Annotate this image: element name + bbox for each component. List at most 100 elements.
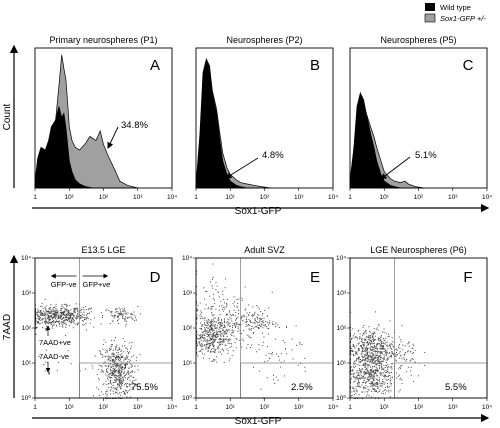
event-dot <box>376 344 378 346</box>
event-dot <box>367 378 369 380</box>
event-dot <box>50 307 52 309</box>
event-dot <box>373 349 375 351</box>
event-dot <box>35 325 36 327</box>
event-dot <box>218 331 220 333</box>
event-dot <box>41 312 42 314</box>
event-dot <box>350 354 352 356</box>
event-dot <box>84 318 86 320</box>
event-dot <box>74 308 76 310</box>
event-dot <box>121 356 123 357</box>
event-dot <box>396 349 398 351</box>
event-dot <box>127 348 128 350</box>
event-dot <box>381 367 383 369</box>
event-dot <box>354 390 356 392</box>
event-dot <box>229 314 231 316</box>
event-dot <box>107 357 109 359</box>
event-dot <box>385 375 387 377</box>
event-dot <box>129 359 131 361</box>
event-dot <box>228 339 230 341</box>
event-dot <box>125 312 127 314</box>
event-dot <box>98 377 100 379</box>
event-dot <box>72 319 74 321</box>
event-dot <box>379 345 381 347</box>
event-dot <box>119 367 121 369</box>
event-dot <box>92 395 94 397</box>
event-dot <box>351 338 352 340</box>
event-dot <box>196 333 197 335</box>
event-dot <box>123 379 125 381</box>
event-dot <box>245 325 247 327</box>
event-dot <box>369 364 371 366</box>
event-dot <box>226 303 228 305</box>
x-tick-label: 1 <box>33 404 37 411</box>
event-dot <box>272 324 274 326</box>
event-dot <box>372 334 374 335</box>
event-dot <box>387 336 389 338</box>
event-dot <box>378 398 379 399</box>
y-tick-label: 10⁰ <box>21 394 31 402</box>
event-dot <box>350 366 351 368</box>
event-dot <box>118 372 120 374</box>
event-dot <box>211 335 213 337</box>
event-dot <box>371 367 373 369</box>
event-dot <box>223 318 225 320</box>
event-dot <box>134 365 136 367</box>
event-dot <box>362 363 364 365</box>
event-dot <box>384 389 386 391</box>
event-dot <box>139 353 141 355</box>
event-dot <box>118 369 120 371</box>
event-dot <box>224 287 226 289</box>
event-dot <box>49 320 51 321</box>
event-dot <box>371 358 373 360</box>
bottom-x-axis-label: Sox1-GFP <box>235 416 282 427</box>
x-tick-label: 10² <box>99 404 109 411</box>
event-dot <box>125 347 127 349</box>
event-dot <box>102 371 104 373</box>
event-dot <box>350 369 351 371</box>
event-dot <box>389 352 390 354</box>
event-dot <box>105 341 107 343</box>
event-dot <box>61 319 63 320</box>
event-dot <box>121 380 123 382</box>
event-dot <box>215 339 217 341</box>
event-dot <box>91 365 93 367</box>
event-dot <box>410 370 411 372</box>
event-dot <box>46 329 48 331</box>
event-dot <box>45 308 47 310</box>
event-dot <box>246 312 248 314</box>
event-dot <box>259 319 261 321</box>
event-dot <box>204 330 206 331</box>
x-tick-label: 1 <box>194 194 198 201</box>
event-dot <box>200 333 202 335</box>
event-dot <box>54 306 55 308</box>
event-dot <box>353 391 355 392</box>
event-dot <box>219 333 221 335</box>
event-dot <box>60 312 62 313</box>
event-dot <box>44 313 46 315</box>
event-dot <box>364 373 366 375</box>
event-dot <box>232 303 234 305</box>
event-dot <box>202 348 204 350</box>
event-dot <box>120 365 122 367</box>
event-dot <box>355 365 356 367</box>
event-dot <box>133 311 135 313</box>
event-dot <box>229 311 231 313</box>
event-dot <box>360 345 362 346</box>
event-dot <box>224 344 226 346</box>
event-dot <box>116 389 118 391</box>
event-dot <box>213 346 215 348</box>
event-dot <box>424 364 426 366</box>
event-dot <box>374 360 376 362</box>
event-dot <box>59 314 61 316</box>
event-dot <box>365 363 367 365</box>
event-dot <box>65 303 67 305</box>
event-dot <box>367 336 369 338</box>
event-dot <box>196 314 198 316</box>
event-dot <box>351 370 353 372</box>
event-dot <box>118 385 120 386</box>
event-dot <box>224 331 225 332</box>
panel-letter: E <box>310 269 320 286</box>
event-dot <box>197 309 199 311</box>
gate-box <box>240 362 334 399</box>
event-dot <box>111 311 113 312</box>
